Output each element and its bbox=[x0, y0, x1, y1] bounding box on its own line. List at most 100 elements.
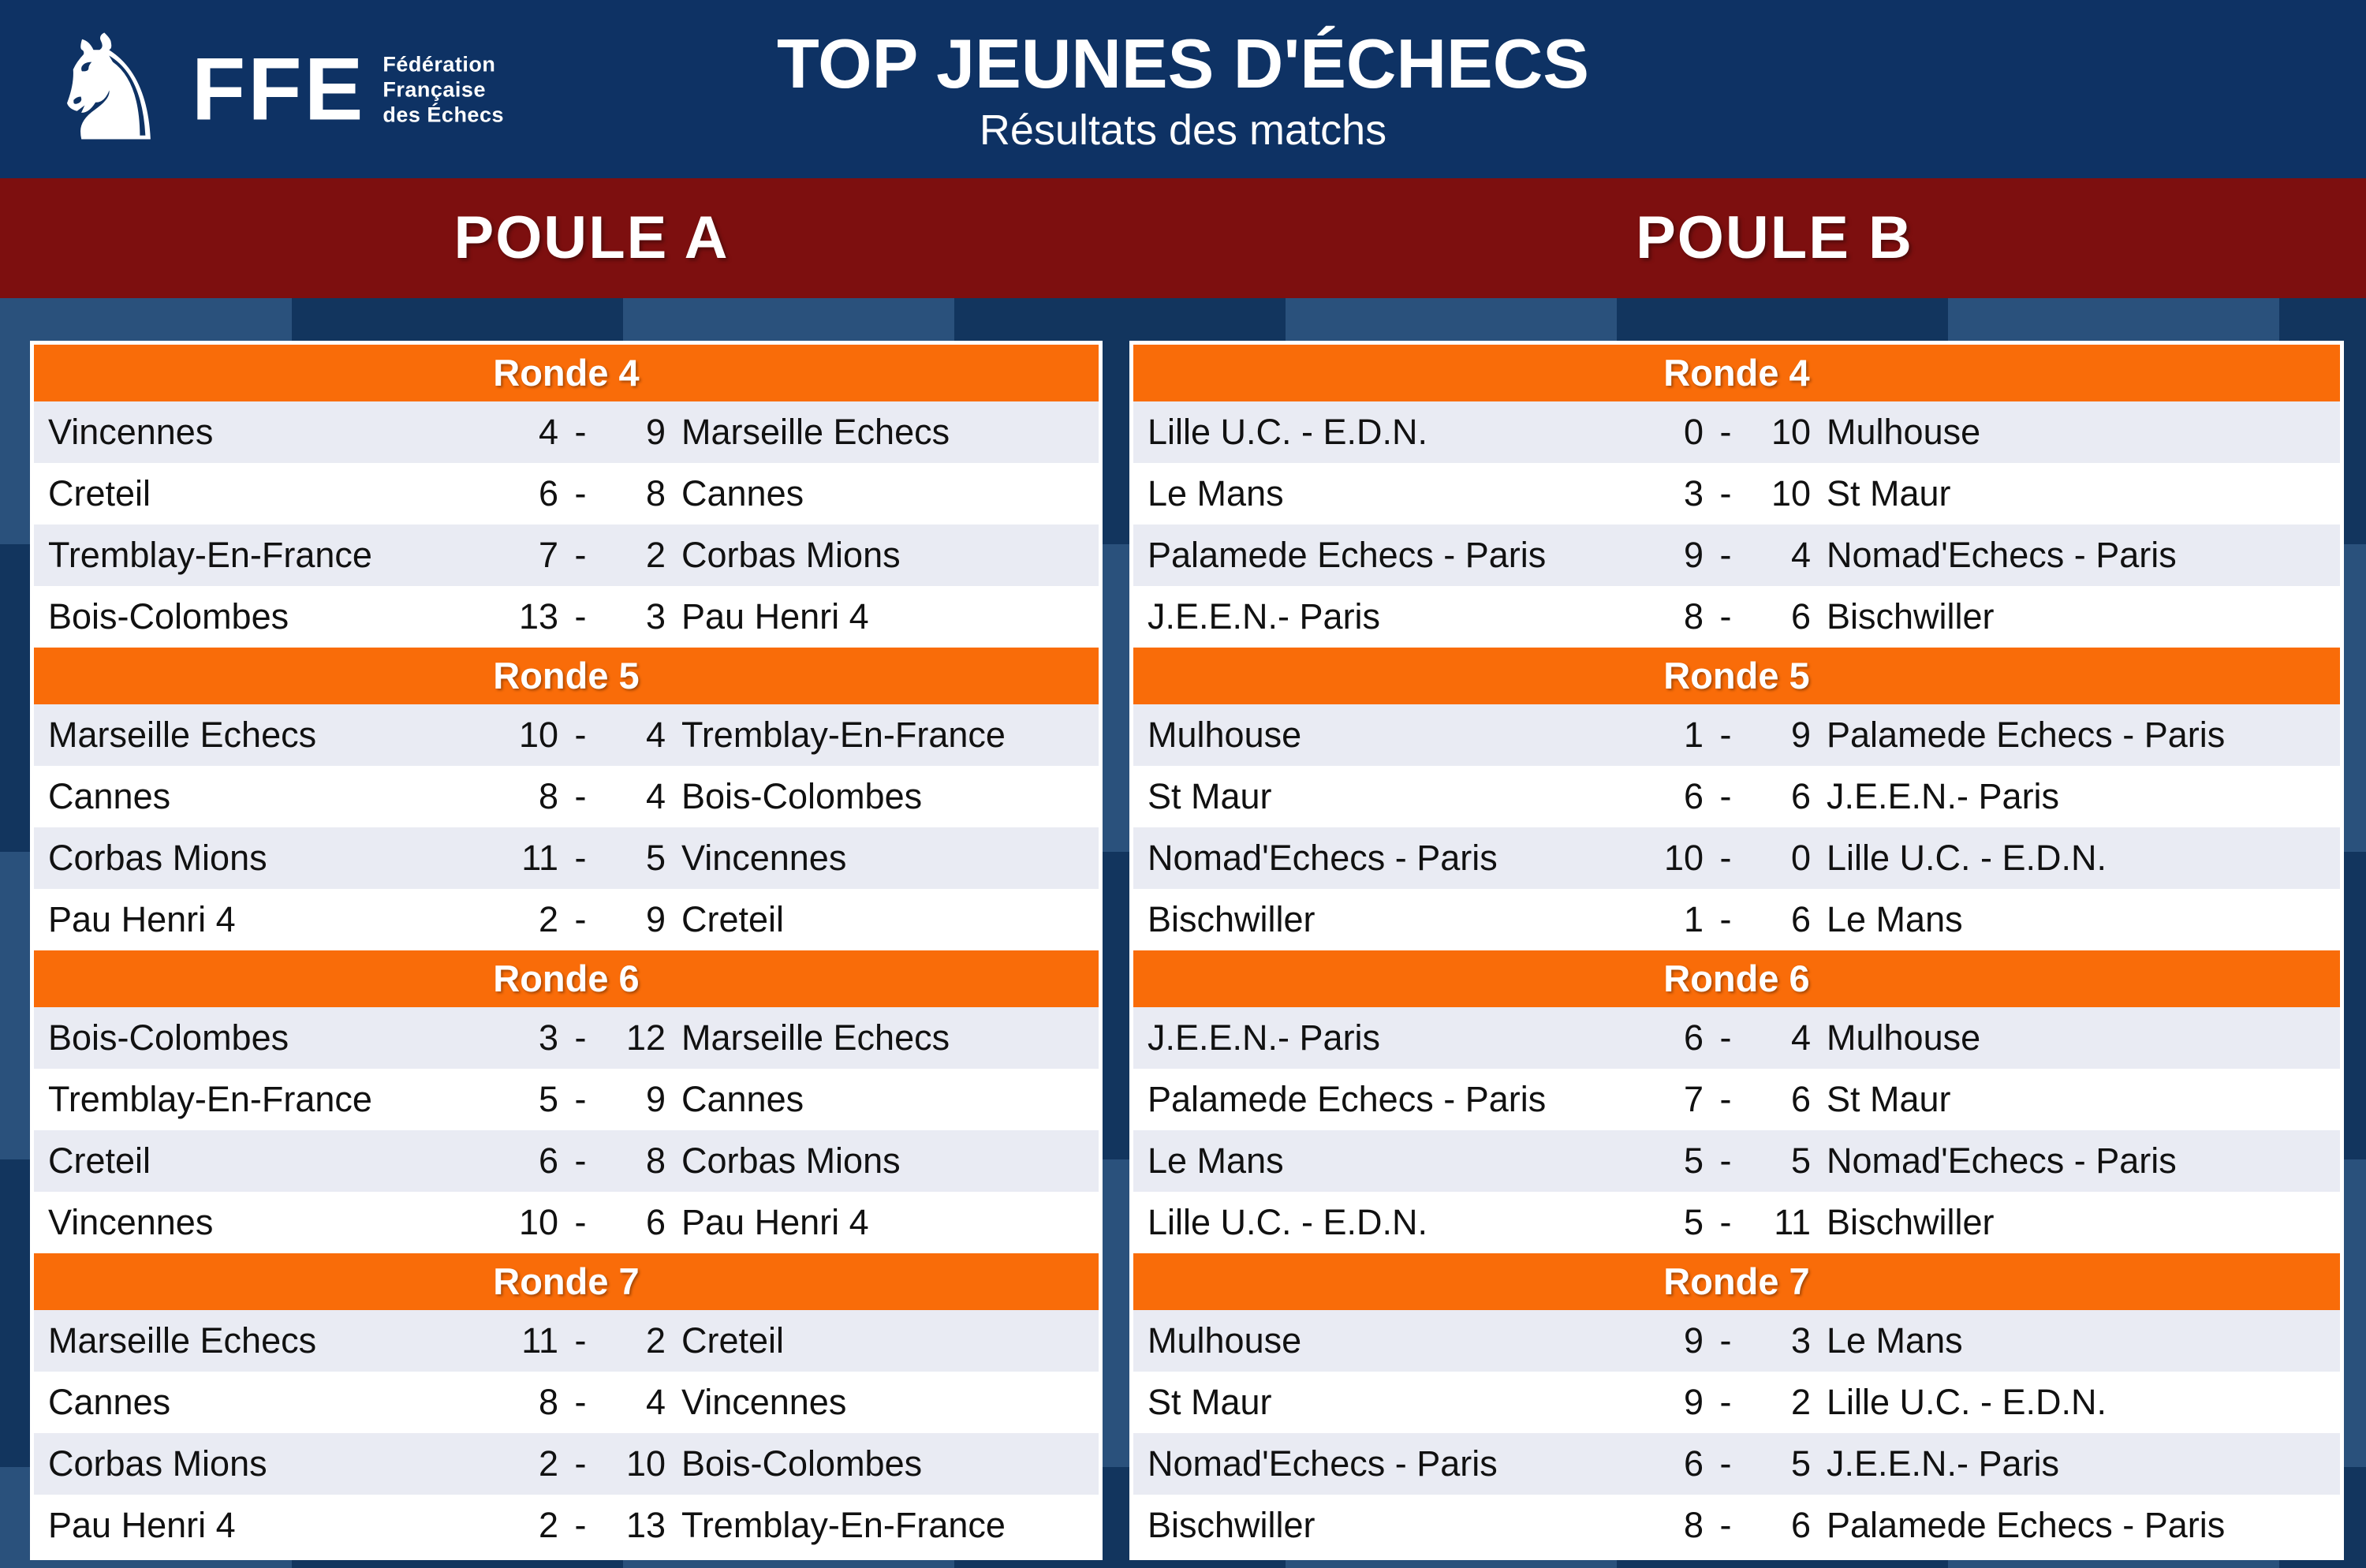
away-score: 9 bbox=[645, 1079, 666, 1119]
round-label: Ronde 4 bbox=[1663, 352, 1810, 394]
home-score: 8 bbox=[1683, 596, 1704, 637]
away-score: 12 bbox=[625, 1017, 666, 1058]
away-score: 2 bbox=[1790, 1382, 1811, 1422]
round-label: Ronde 6 bbox=[1663, 958, 1810, 999]
home-team: St Maur bbox=[1148, 776, 1272, 816]
match-row: Nomad'Echecs - Paris 10 - 0 Lille U.C. -… bbox=[1133, 827, 2340, 889]
home-team: Bois-Colombes bbox=[48, 596, 289, 637]
match-row: Le Mans 5 - 5 Nomad'Echecs - Paris bbox=[1133, 1130, 2340, 1192]
away-team: Palamede Echecs - Paris bbox=[1827, 1505, 2226, 1545]
home-score: 9 bbox=[1683, 535, 1704, 575]
match-row: Cannes 8 - 4 Bois-Colombes bbox=[34, 766, 1099, 827]
round-header: Ronde 7 bbox=[1133, 1253, 2340, 1310]
away-score: 8 bbox=[645, 473, 666, 513]
home-score: 6 bbox=[1683, 776, 1704, 816]
home-score: 2 bbox=[538, 899, 558, 939]
home-score: 4 bbox=[538, 412, 558, 452]
home-team: Palamede Echecs - Paris bbox=[1148, 1079, 1547, 1119]
round-rows: Vincennes 4 - 9 Marseille Echecs Creteil… bbox=[34, 401, 1099, 648]
score-separator: - bbox=[574, 1141, 587, 1181]
match-row: Pau Henri 4 2 - 13 Tremblay-En-France bbox=[34, 1495, 1099, 1556]
away-team: J.E.E.N.- Paris bbox=[1827, 1443, 2060, 1484]
home-score: 10 bbox=[518, 1202, 558, 1242]
ffe-org-line: Française bbox=[383, 77, 486, 101]
match-row: St Maur 9 - 2 Lille U.C. - E.D.N. bbox=[1133, 1372, 2340, 1433]
away-team: Le Mans bbox=[1827, 1320, 1963, 1361]
page-title: TOP JEUNES D'ÉCHECS bbox=[777, 24, 1589, 103]
chess-knight-rooster-icon: ♞ bbox=[43, 3, 174, 174]
away-score: 6 bbox=[1790, 899, 1811, 939]
home-team: Bois-Colombes bbox=[48, 1017, 289, 1058]
round-header: Ronde 6 bbox=[34, 950, 1099, 1007]
away-score: 6 bbox=[1790, 1505, 1811, 1545]
away-score: 6 bbox=[1790, 776, 1811, 816]
poule-banner: POULE A POULE B bbox=[0, 178, 2366, 298]
away-team: Corbas Mions bbox=[681, 535, 901, 575]
score-separator: - bbox=[574, 473, 587, 513]
round-rows: Marseille Echecs 11 - 2 Creteil Cannes 8… bbox=[34, 1310, 1099, 1556]
home-score: 10 bbox=[518, 715, 558, 755]
away-team: J.E.E.N.- Paris bbox=[1827, 776, 2060, 816]
match-row: Pau Henri 4 2 - 9 Creteil bbox=[34, 889, 1099, 950]
away-score: 13 bbox=[625, 1505, 666, 1545]
away-score: 2 bbox=[645, 535, 666, 575]
away-team: Le Mans bbox=[1827, 899, 1963, 939]
away-score: 4 bbox=[1790, 535, 1811, 575]
match-row: Creteil 6 - 8 Corbas Mions bbox=[34, 1130, 1099, 1192]
results-area: Ronde 4 Vincennes 4 - 9 Marseille Echecs… bbox=[0, 298, 2366, 1568]
home-team: Vincennes bbox=[48, 1202, 214, 1242]
away-score: 4 bbox=[645, 776, 666, 816]
home-team: Lille U.C. - E.D.N. bbox=[1148, 1202, 1428, 1242]
away-score: 3 bbox=[1790, 1320, 1811, 1361]
poule-a-label: POULE A bbox=[453, 204, 730, 271]
away-score: 10 bbox=[1771, 412, 1811, 452]
match-row: Corbas Mions 11 - 5 Vincennes bbox=[34, 827, 1099, 889]
away-team: Marseille Echecs bbox=[681, 1017, 950, 1058]
round-section: Ronde 7 Mulhouse 9 - 3 Le Mans St Maur 9… bbox=[1133, 1253, 2340, 1556]
match-row: Marseille Echecs 10 - 4 Tremblay-En-Fran… bbox=[34, 704, 1099, 766]
home-score: 6 bbox=[1683, 1017, 1704, 1058]
round-rows: Mulhouse 1 - 9 Palamede Echecs - Paris S… bbox=[1133, 704, 2340, 950]
title-block: TOP JEUNES D'ÉCHECS Résultats des matchs bbox=[0, 0, 2366, 178]
home-score: 10 bbox=[1663, 838, 1704, 878]
home-team: Marseille Echecs bbox=[48, 715, 317, 755]
away-score: 6 bbox=[1790, 1079, 1811, 1119]
home-score: 9 bbox=[1683, 1382, 1704, 1422]
home-team: Nomad'Echecs - Paris bbox=[1148, 838, 1498, 878]
home-score: 7 bbox=[1683, 1079, 1704, 1119]
match-row: Corbas Mions 2 - 10 Bois-Colombes bbox=[34, 1433, 1099, 1495]
home-team: Le Mans bbox=[1148, 473, 1284, 513]
home-team: St Maur bbox=[1148, 1382, 1272, 1422]
home-team: Palamede Echecs - Paris bbox=[1148, 535, 1547, 575]
round-rows: Mulhouse 9 - 3 Le Mans St Maur 9 - 2 Lil… bbox=[1133, 1310, 2340, 1556]
round-label: Ronde 4 bbox=[493, 352, 640, 394]
poule-b-label: POULE B bbox=[1636, 204, 1913, 271]
away-score: 6 bbox=[645, 1202, 666, 1242]
score-separator: - bbox=[574, 838, 587, 878]
away-score: 6 bbox=[1790, 596, 1811, 637]
pool-table-a: Ronde 4 Vincennes 4 - 9 Marseille Echecs… bbox=[30, 341, 1103, 1560]
home-score: 8 bbox=[538, 1382, 558, 1422]
match-row: Lille U.C. - E.D.N. 0 - 10 Mulhouse bbox=[1133, 401, 2340, 463]
score-separator: - bbox=[574, 1202, 587, 1242]
match-row: Vincennes 4 - 9 Marseille Echecs bbox=[34, 401, 1099, 463]
score-separator: - bbox=[574, 596, 587, 637]
away-team: Mulhouse bbox=[1827, 1017, 1981, 1058]
home-score: 1 bbox=[1683, 899, 1704, 939]
home-score: 8 bbox=[1683, 1505, 1704, 1545]
round-label: Ronde 7 bbox=[1663, 1260, 1810, 1302]
match-row: St Maur 6 - 6 J.E.E.N.- Paris bbox=[1133, 766, 2340, 827]
home-team: Cannes bbox=[48, 1382, 171, 1422]
away-team: Bischwiller bbox=[1827, 596, 1995, 637]
away-team: Nomad'Echecs - Paris bbox=[1827, 535, 2177, 575]
round-header: Ronde 5 bbox=[34, 648, 1099, 704]
ffe-org-line: des Échecs bbox=[383, 103, 504, 126]
away-team: Tremblay-En-France bbox=[681, 1505, 1006, 1545]
home-score: 6 bbox=[538, 473, 558, 513]
home-score: 2 bbox=[538, 1443, 558, 1484]
home-score: 7 bbox=[538, 535, 558, 575]
round-rows: Bois-Colombes 3 - 12 Marseille Echecs Tr… bbox=[34, 1007, 1099, 1253]
score-separator: - bbox=[574, 1079, 587, 1119]
home-score: 9 bbox=[1683, 1320, 1704, 1361]
home-team: Tremblay-En-France bbox=[48, 1079, 372, 1119]
